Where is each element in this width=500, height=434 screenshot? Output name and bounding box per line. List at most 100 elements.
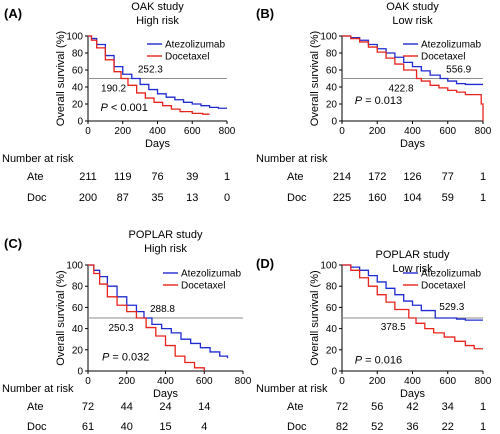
risk-value: 1 [480, 171, 486, 183]
panel-subtitle: High risk [136, 15, 179, 27]
y-axis-label: Overall survival (%) [309, 31, 321, 126]
risk-value: 1 [480, 421, 486, 433]
panel-label: (A) [4, 6, 22, 21]
median-label-docetaxel: 250.3 [108, 323, 133, 334]
y-tick-label: 100 [320, 32, 337, 43]
y-tick-label: 100 [66, 32, 83, 43]
legend-label-docetaxel: Docetaxel [181, 281, 225, 292]
risk-value: 87 [117, 192, 129, 204]
panel-subtitle: Low risk [392, 263, 433, 275]
risk-table-heading: Number at risk [256, 383, 328, 395]
p-value-value: = 0.013 [362, 95, 402, 107]
p-value-symbol: P [101, 102, 109, 114]
survival-curve-atezolizumab [88, 264, 229, 359]
legend-label-docetaxel: Docetaxel [421, 281, 465, 292]
y-tick-label: 100 [320, 261, 337, 272]
y-tick-label: 20 [72, 100, 84, 111]
y-tick-label: 20 [72, 345, 84, 356]
y-tick-label: 40 [72, 324, 84, 335]
median-label-atezolizumab: 529.3 [439, 302, 464, 313]
risk-value: 61 [82, 421, 94, 433]
x-tick-label: 0 [339, 126, 345, 137]
risk-row-label: Ate [27, 171, 44, 183]
risk-value: 1 [480, 401, 486, 413]
median-label-docetaxel: 190.2 [101, 84, 126, 95]
y-tick-label: 0 [77, 117, 83, 128]
risk-table-heading: Number at risk [2, 153, 74, 165]
x-tick-label: 0 [85, 126, 91, 137]
p-value-text: P = 0.016 [355, 355, 402, 367]
panel-title: OAK study [386, 1, 439, 13]
risk-value: 34 [442, 401, 454, 413]
risk-value: 200 [79, 192, 97, 204]
risk-value: 76 [151, 171, 163, 183]
panel-title: POPLAR study [129, 229, 203, 241]
y-tick-label: 80 [326, 49, 338, 60]
risk-value: 15 [159, 421, 171, 433]
median-label-docetaxel: 422.8 [389, 84, 414, 95]
panel-title: POPLAR study [376, 249, 450, 261]
x-axis-label: Days [145, 138, 171, 150]
survival-curve-docetaxel [342, 35, 484, 121]
survival-curve-docetaxel [88, 264, 205, 371]
km-panel-d: (D) POPLAR study Low risk 0 20 40 60 80 100 0 200 4… [256, 249, 492, 433]
risk-value: 214 [333, 171, 351, 183]
risk-value: 59 [442, 192, 454, 204]
y-tick-label: 80 [72, 49, 84, 60]
survival-curve-docetaxel [88, 35, 210, 115]
y-tick-label: 80 [326, 282, 338, 293]
legend-label-atezolizumab: Atezolizumab [181, 269, 241, 280]
y-tick-label: 0 [331, 117, 337, 128]
risk-row-label: Doc [27, 192, 47, 204]
y-axis-label: Overall survival (%) [55, 31, 67, 126]
risk-row-label: Doc [287, 192, 307, 204]
x-tick-label: 400 [404, 376, 421, 387]
risk-row-label: Ate [287, 401, 304, 413]
risk-table-heading: Number at risk [256, 153, 328, 165]
risk-value: 42 [406, 401, 418, 413]
risk-value: 1 [224, 171, 230, 183]
x-tick-label: 400 [157, 376, 174, 387]
x-tick-label: 600 [196, 376, 213, 387]
risk-value: 211 [79, 171, 97, 183]
x-tick-label: 0 [85, 376, 91, 387]
panel-subtitle: Low risk [392, 15, 433, 27]
risk-row-label: Ate [27, 401, 44, 413]
survival-curve-docetaxel [342, 264, 483, 350]
y-tick-label: 0 [77, 367, 83, 378]
y-tick-label: 20 [326, 100, 338, 111]
y-tick-label: 20 [326, 345, 338, 356]
p-value-value: = 0.032 [109, 351, 149, 363]
p-value-value: < 0.001 [108, 102, 148, 114]
x-axis-label: Days [153, 388, 179, 400]
km-panel-b: (B) OAK study Low risk 0 20 40 60 80 100 0 200 400 6… [256, 1, 492, 204]
p-value-text: P < 0.001 [101, 102, 148, 114]
risk-value: 4 [201, 421, 207, 433]
panel-label: (D) [256, 256, 274, 271]
x-axis-label: Days [400, 138, 426, 150]
panel-label: (B) [256, 6, 274, 21]
risk-value: 36 [406, 421, 418, 433]
y-tick-label: 40 [326, 324, 338, 335]
risk-value: 72 [82, 401, 94, 413]
p-value-symbol: P [102, 351, 110, 363]
risk-value: 160 [368, 192, 386, 204]
x-tick-label: 800 [219, 126, 236, 137]
y-tick-label: 100 [66, 261, 83, 272]
risk-value: 35 [151, 192, 163, 204]
risk-value: 44 [121, 401, 133, 413]
km-panel-c: (C) POPLAR study High risk 0 20 40 60 80 100 0 200… [2, 229, 252, 433]
p-value-symbol: P [355, 355, 363, 367]
y-tick-label: 60 [72, 66, 84, 77]
risk-value: 52 [371, 421, 383, 433]
median-label-atezolizumab: 288.8 [150, 304, 175, 315]
risk-value: 0 [224, 192, 230, 204]
median-label-atezolizumab: 252.3 [138, 65, 163, 76]
x-tick-label: 200 [114, 126, 131, 137]
legend-label-atezolizumab: Atezolizumab [421, 269, 481, 280]
risk-value: 40 [121, 421, 133, 433]
y-tick-label: 80 [72, 282, 84, 293]
panel-subtitle: High risk [144, 243, 187, 255]
risk-value: 172 [368, 171, 386, 183]
